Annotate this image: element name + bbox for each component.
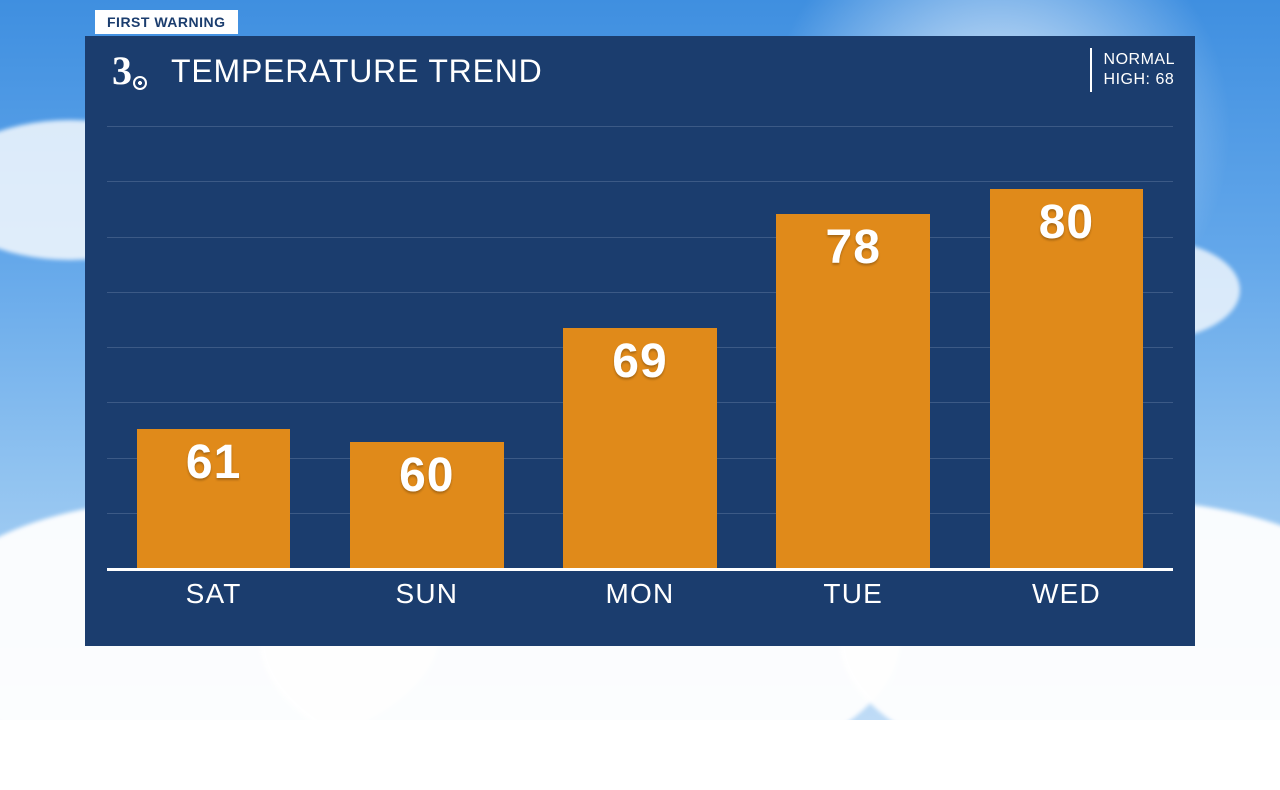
x-axis-label: SUN	[320, 578, 533, 618]
normal-label: NORMAL	[1104, 50, 1175, 70]
bar-value: 69	[563, 334, 717, 389]
x-axis-label: TUE	[747, 578, 960, 618]
bar-value: 60	[350, 448, 504, 503]
temperature-bar: 69	[563, 328, 717, 568]
temperature-bar: 60	[350, 442, 504, 568]
x-axis-label: SAT	[107, 578, 320, 618]
panel-header: 3 TEMPERATURE TREND NORMAL HIGH: 68	[85, 36, 1195, 106]
temperature-bar: 78	[776, 214, 930, 568]
bar-slot: 61	[107, 126, 320, 568]
normal-high-value: HIGH: 68	[1104, 70, 1175, 90]
bars-container: 61 60 69 78 80	[107, 126, 1173, 568]
bar-value: 61	[137, 435, 291, 490]
bar-value: 78	[776, 220, 930, 275]
normal-high-box: NORMAL HIGH: 68	[1090, 48, 1175, 92]
bar-slot: 80	[960, 126, 1173, 568]
chart-panel: 3 TEMPERATURE TREND NORMAL HIGH: 68 61 60…	[85, 36, 1195, 646]
chart-title: TEMPERATURE TREND	[171, 53, 543, 90]
temperature-bar: 61	[137, 429, 291, 568]
bar-slot: 69	[533, 126, 746, 568]
station-logo: 3	[99, 48, 145, 94]
bar-value: 80	[990, 195, 1144, 250]
x-axis: SATSUNMONTUEWED	[107, 578, 1173, 618]
bar-slot: 78	[747, 126, 960, 568]
bar-slot: 60	[320, 126, 533, 568]
x-axis-label: WED	[960, 578, 1173, 618]
first-warning-badge: FIRST WARNING	[95, 10, 238, 34]
x-axis-label: MON	[533, 578, 746, 618]
temperature-bar: 80	[990, 189, 1144, 568]
bar-chart: 61 60 69 78 80	[107, 126, 1173, 568]
chart-baseline	[107, 568, 1173, 571]
